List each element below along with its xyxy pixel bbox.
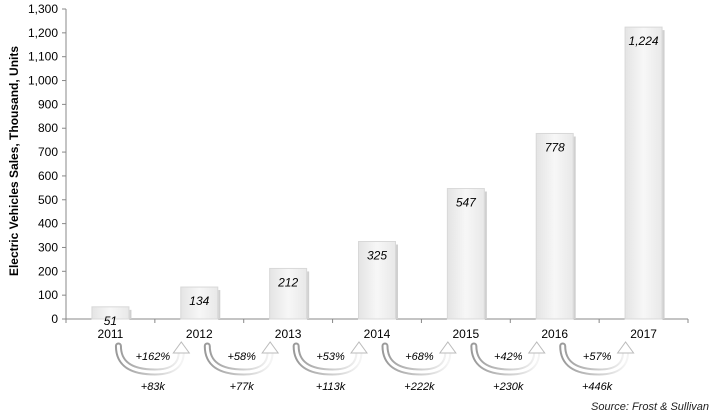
growth-pct-label: +58% (227, 351, 256, 363)
axes: 0 100 200 300 400 500 600 700 800 900 1,000 1,100 1,… (28, 2, 689, 326)
growth-arrowhead (350, 341, 368, 354)
growth-pct-label: +42% (494, 351, 523, 363)
data-label: 212 (277, 275, 298, 289)
y-tick-label: 1,300 (28, 2, 58, 16)
growth-arrowhead (261, 341, 280, 354)
growth-abs-label: +113k (316, 381, 346, 393)
x-tick-label: 2012 (186, 327, 213, 341)
data-label: 51 (104, 314, 117, 328)
growth-pct-label: +162% (136, 351, 171, 363)
y-axis-label: Electric Vehicles Sales, Thousand, Units (7, 46, 21, 276)
growth-arrow-inner (116, 344, 183, 374)
growth-arrow-inner (561, 344, 628, 374)
growth-abs-label: +446k (582, 381, 613, 393)
data-label: 547 (456, 196, 477, 210)
growth-abs-label: +83k (141, 381, 166, 393)
source-note: Source: Frost & Sullivan (591, 401, 709, 413)
y-tick-label: 200 (38, 264, 58, 278)
growth-pct-label: +68% (405, 351, 434, 363)
x-tick-label: 2011 (98, 327, 124, 341)
bar-2011 (91, 306, 130, 320)
growth-arrowhead (527, 341, 546, 354)
y-tick-label: 700 (38, 145, 58, 159)
bar-2017 (624, 26, 663, 320)
growth-pct-label: +57% (583, 351, 612, 363)
data-label: 325 (367, 249, 387, 263)
bar-2012 (180, 286, 219, 320)
growth-arrowhead (438, 341, 457, 354)
y-tick-label: 600 (38, 169, 58, 183)
growth-pct-label: +53% (316, 351, 345, 363)
growth-arrowhead (616, 341, 635, 354)
y-tick-label: 1,000 (28, 74, 58, 88)
growth-arrowhead (172, 341, 191, 354)
y-tick-label: 500 (38, 193, 58, 207)
x-tick-label: 2017 (630, 327, 657, 341)
y-tick-label: 400 (38, 217, 58, 231)
growth-arrow-inner (294, 344, 361, 374)
data-label: 134 (189, 294, 209, 308)
y-tick-label: 300 (38, 240, 58, 254)
x-tick-label: 2016 (541, 327, 568, 341)
data-label: 778 (545, 140, 565, 154)
growth-abs-label: +222k (404, 381, 435, 393)
bar-2013 (269, 267, 308, 320)
y-tick-label: 900 (38, 97, 58, 111)
y-tick-label: 0 (51, 312, 58, 326)
y-tick-label: 100 (38, 288, 58, 302)
bar-2016 (535, 132, 574, 320)
x-tick-label: 2014 (364, 327, 391, 341)
bar-2014 (358, 241, 396, 320)
x-tick-label: 2013 (275, 327, 302, 341)
growth-arrow-inner (383, 344, 450, 374)
x-tick-label: 2015 (453, 327, 480, 341)
bars (91, 26, 665, 320)
growth-abs-label: +77k (230, 381, 255, 393)
growth-annotations: +162% +83k +58% +77k +53% +113k +68% +222k +42% +… (114, 341, 635, 393)
y-tick-label: 800 (38, 121, 58, 135)
y-tick-label: 1,200 (28, 26, 58, 40)
y-tick-label: 1,100 (28, 50, 58, 64)
growth-arrow-inner (472, 344, 539, 374)
bar-2015 (446, 188, 485, 320)
growth-arrow-inner (205, 344, 272, 374)
growth-abs-label: +230k (493, 381, 524, 393)
data-label: 1,224 (629, 34, 659, 48)
